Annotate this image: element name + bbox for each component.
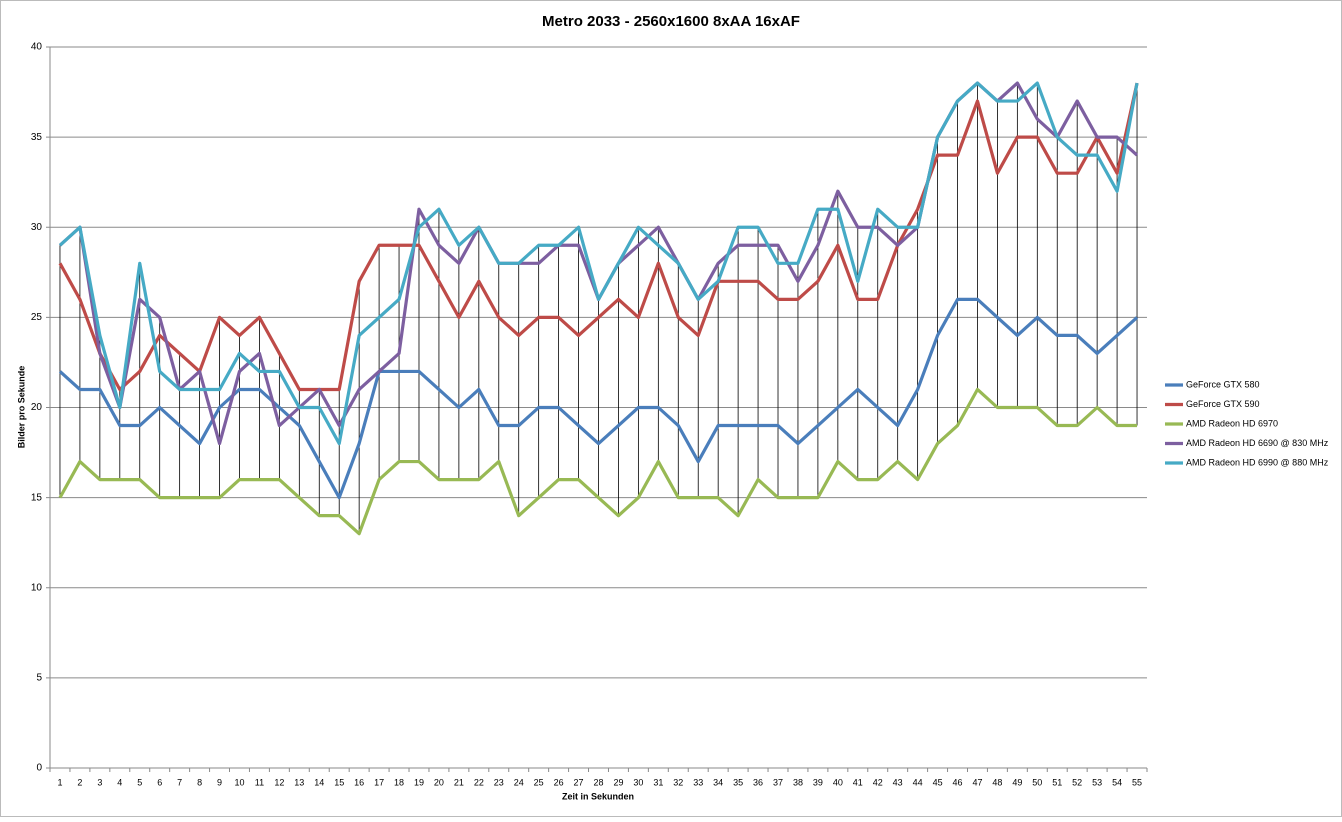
y-tick-label: 40 (31, 42, 43, 53)
x-tick-label: 52 (1072, 777, 1082, 787)
x-tick-label: 30 (633, 777, 643, 787)
x-tick-label: 29 (613, 777, 623, 787)
x-tick-label: 10 (234, 777, 244, 787)
x-tick-label: 49 (1012, 777, 1022, 787)
x-tick-label: 6 (157, 777, 162, 787)
y-tick-label: 10 (31, 582, 43, 593)
x-tick-label: 4 (117, 777, 122, 787)
y-tick-label: 20 (31, 402, 43, 413)
y-tick-label: 0 (36, 763, 42, 774)
x-tick-label: 37 (773, 777, 783, 787)
x-tick-label: 9 (217, 777, 222, 787)
legend-label: AMD Radeon HD 6990 @ 880 MHz (1186, 457, 1329, 467)
x-tick-label: 16 (354, 777, 364, 787)
x-tick-label: 17 (374, 777, 384, 787)
x-tick-label: 48 (992, 777, 1002, 787)
x-tick-label: 24 (514, 777, 524, 787)
x-tick-label: 55 (1132, 777, 1142, 787)
y-tick-label: 25 (31, 312, 43, 323)
x-tick-label: 45 (933, 777, 943, 787)
x-tick-label: 15 (334, 777, 344, 787)
x-tick-label: 8 (197, 777, 202, 787)
y-tick-label: 30 (31, 222, 43, 233)
x-tick-label: 21 (454, 777, 464, 787)
y-tick-label: 15 (31, 492, 43, 503)
x-tick-label: 25 (534, 777, 544, 787)
x-tick-label: 42 (873, 777, 883, 787)
x-tick-label: 14 (314, 777, 324, 787)
x-tick-label: 34 (713, 777, 723, 787)
chart-title: Metro 2033 - 2560x1600 8xAA 16xAF (542, 13, 800, 30)
x-tick-label: 23 (494, 777, 504, 787)
x-tick-label: 1 (57, 777, 62, 787)
x-tick-label: 53 (1092, 777, 1102, 787)
x-tick-label: 26 (554, 777, 564, 787)
x-tick-label: 20 (434, 777, 444, 787)
x-tick-label: 44 (913, 777, 923, 787)
x-tick-label: 51 (1052, 777, 1062, 787)
legend-label: GeForce GTX 580 (1186, 379, 1260, 389)
y-tick-label: 35 (31, 132, 43, 143)
x-tick-label: 50 (1032, 777, 1042, 787)
legend-label: GeForce GTX 590 (1186, 399, 1260, 409)
x-tick-label: 22 (474, 777, 484, 787)
x-tick-label: 35 (733, 777, 743, 787)
x-tick-label: 46 (953, 777, 963, 787)
x-tick-label: 2 (77, 777, 82, 787)
x-tick-label: 7 (177, 777, 182, 787)
series-line (58, 81, 1139, 446)
x-tick-label: 39 (813, 777, 823, 787)
x-tick-label: 3 (97, 777, 102, 787)
x-tick-label: 28 (593, 777, 603, 787)
x-axis-title: Zeit in Sekunden (562, 791, 634, 801)
x-tick-label: 31 (653, 777, 663, 787)
x-tick-label: 41 (853, 777, 863, 787)
x-tick-label: 11 (255, 777, 264, 787)
x-tick-label: 5 (137, 777, 142, 787)
legend-label: AMD Radeon HD 6690 @ 830 MHz (1186, 438, 1329, 448)
x-tick-label: 12 (274, 777, 284, 787)
legend-label: AMD Radeon HD 6970 (1186, 418, 1278, 428)
x-tick-label: 38 (793, 777, 803, 787)
series-line (58, 82, 1139, 392)
y-axis-title: Bilder pro Sekunde (16, 366, 26, 449)
x-tick-label: 36 (753, 777, 763, 787)
series-line (58, 387, 1138, 536)
x-tick-label: 40 (833, 777, 843, 787)
x-tick-label: 13 (294, 777, 304, 787)
x-tick-label: 33 (693, 777, 703, 787)
x-tick-label: 47 (972, 777, 982, 787)
x-tick-label: 43 (893, 777, 903, 787)
x-tick-label: 19 (414, 777, 424, 787)
series-line (58, 297, 1139, 500)
x-tick-label: 27 (574, 777, 584, 787)
x-tick-label: 18 (394, 777, 404, 787)
x-tick-label: 54 (1112, 777, 1122, 787)
y-tick-label: 5 (36, 673, 42, 684)
x-tick-label: 32 (673, 777, 683, 787)
